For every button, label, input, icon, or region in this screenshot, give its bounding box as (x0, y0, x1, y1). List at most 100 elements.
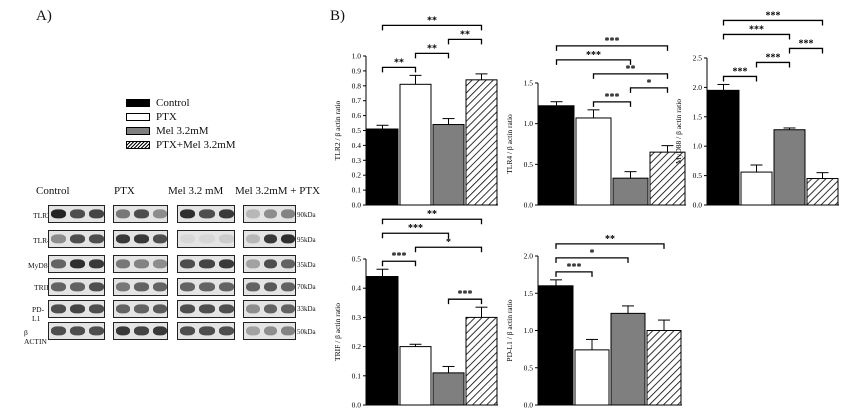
blot-band (70, 234, 85, 244)
bar-2 (399, 83, 432, 206)
significance-label: *** (586, 50, 601, 61)
blot-band (70, 209, 85, 219)
legend-label: PTX+Mel 3.2mM (156, 139, 236, 151)
y-axis-label: TLR2 / β actin ratio (333, 100, 342, 160)
y-tick-label: 0.4 (352, 284, 362, 293)
significance-label: *** (605, 36, 620, 47)
blot-band (89, 304, 104, 314)
blot-group-label: Control (36, 185, 70, 197)
bar-4 (465, 316, 498, 406)
blot-panel (48, 255, 105, 273)
significance-bracket (722, 19, 824, 26)
y-tick-label: 0.1 (352, 186, 362, 195)
y-tick-label: 0.8 (352, 81, 362, 90)
blot-panel (243, 255, 296, 273)
blot-band (152, 209, 167, 219)
blot-band (51, 282, 66, 292)
legend-item-control: Control (126, 96, 236, 110)
significance-label: ** (460, 29, 470, 40)
blot-band (116, 326, 131, 336)
blot-band (51, 209, 66, 219)
blot-band (246, 209, 260, 219)
significance-label: ** (427, 15, 437, 26)
blot-band (134, 234, 149, 244)
significance-bracket (722, 33, 791, 40)
y-tick-label: 0.2 (352, 342, 362, 351)
blot-row-label: PD-L1 (32, 305, 45, 323)
significance-bracket (592, 101, 632, 107)
blot-group-label: PTX (114, 185, 135, 197)
blot-band (263, 209, 278, 219)
blot-kda-label: 90kDa (297, 211, 316, 219)
blot-panel (243, 278, 296, 296)
y-tick-label: 1.5 (524, 79, 534, 88)
blot-band (180, 282, 196, 292)
panel-b-label: B) (330, 8, 345, 24)
y-tick-label: 1.0 (524, 119, 534, 128)
blot-kda-label: 70kDa (297, 283, 316, 291)
legend-swatch-ptx (126, 113, 150, 121)
blot-panel (177, 322, 235, 340)
significance-bracket (555, 257, 629, 263)
significance-label: *** (799, 38, 814, 49)
blot-band (281, 282, 295, 292)
blot-band (281, 326, 295, 336)
significance-label: * (446, 237, 451, 248)
blot-band (246, 326, 260, 336)
bar-1 (538, 285, 574, 406)
significance-label: *** (605, 92, 620, 103)
blot-panel (243, 230, 296, 248)
legend: Control PTX Mel 3.2mM PTX+Mel 3.2mM (126, 96, 236, 152)
bar-4 (646, 330, 682, 406)
legend-label: Control (156, 97, 190, 109)
blot-band (134, 282, 149, 292)
blot-band (281, 234, 295, 244)
blot-panel (177, 278, 235, 296)
blot-panel (113, 255, 168, 273)
significance-label: *** (766, 52, 781, 63)
bar-3 (432, 372, 465, 406)
significance-bracket (629, 87, 669, 93)
significance-bracket (381, 260, 417, 267)
significance-bracket (555, 45, 669, 51)
blot-row-label: β ACTIN (24, 328, 47, 346)
blot-band (263, 304, 278, 314)
blot-band (70, 259, 85, 269)
blot-panel (113, 322, 168, 340)
significance-bracket (381, 66, 417, 73)
blot-band (246, 259, 260, 269)
blot-panel (177, 255, 235, 273)
y-axis-label: MyD88 / β actin ratio (674, 99, 683, 164)
blot-band (199, 234, 215, 244)
y-tick-label: 2.0 (693, 83, 703, 92)
blot-panel (48, 278, 105, 296)
blot-band (70, 304, 85, 314)
y-tick-label: 0.7 (352, 96, 362, 105)
blot-group-label: Mel 3.2mM + PTX (235, 185, 321, 197)
blot-band (134, 326, 149, 336)
blot-panel (243, 322, 296, 340)
blot-band (218, 259, 234, 269)
blot-panel (113, 230, 168, 248)
blot-band (116, 304, 131, 314)
blot-kda-label: 35kDa (297, 261, 316, 269)
significance-bracket (447, 298, 483, 305)
legend-item-ptx-mel: PTX+Mel 3.2mM (126, 138, 236, 152)
significance-bracket (381, 218, 483, 225)
bar-4 (465, 79, 498, 206)
bar-2 (740, 171, 773, 206)
legend-swatch-control (126, 99, 150, 107)
significance-label: *** (408, 223, 423, 234)
blot-band (218, 282, 234, 292)
bar-2 (575, 117, 612, 206)
y-tick-label: 0.1 (352, 371, 362, 380)
blot-kda-label: 33kDa (297, 305, 316, 313)
blot-band (263, 282, 278, 292)
y-tick-label: 0.5 (693, 171, 703, 180)
significance-label: * (590, 248, 595, 259)
blot-band (134, 259, 149, 269)
y-tick-label: 0.5 (352, 126, 362, 135)
blot-band (70, 326, 85, 336)
bar-1 (538, 105, 575, 206)
